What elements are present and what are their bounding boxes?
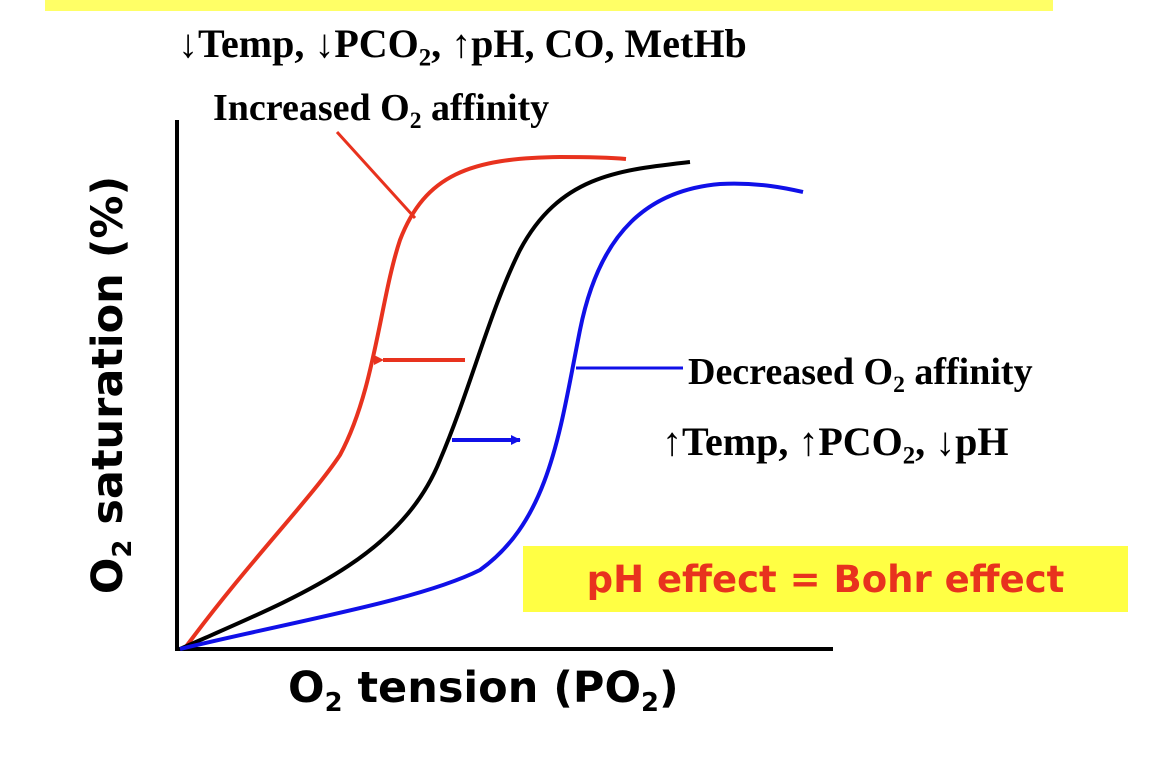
- x-axis-label: O2 tension (PO2): [288, 663, 679, 719]
- left-shift-curve: [183, 154, 627, 650]
- decreased-affinity-factors: ↑Temp, ↑PCO2, ↓pH: [662, 419, 1009, 470]
- increased-affinity-factors: ↓Temp, ↓PCO2, ↑pH, CO, MetHb: [178, 21, 747, 72]
- increased-affinity-label: Increased O2 affinity: [213, 87, 550, 135]
- decreased-affinity-label: Decreased O2 affinity: [688, 351, 1033, 399]
- right-shift-curve: [179, 181, 804, 651]
- bohr-effect-note: pH effect = Bohr effect: [523, 546, 1128, 612]
- y-axis-label: O2 saturation (%): [83, 175, 139, 595]
- normal-curve: [179, 160, 691, 651]
- increased-label-leader: [335, 130, 417, 220]
- title-highlight-strip: [45, 0, 1053, 11]
